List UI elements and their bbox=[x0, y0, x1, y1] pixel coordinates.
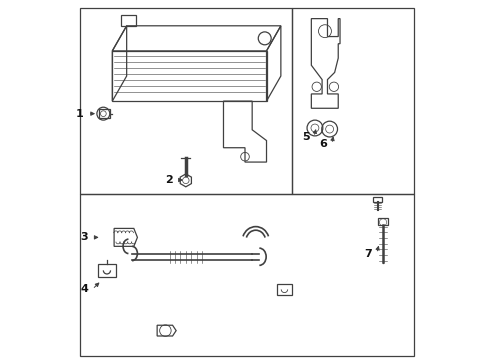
Text: 4: 4 bbox=[80, 284, 88, 294]
Text: 3: 3 bbox=[80, 232, 88, 242]
Bar bbox=[80, 8, 292, 194]
Text: 2: 2 bbox=[166, 175, 173, 185]
Text: 5: 5 bbox=[302, 132, 310, 142]
Text: 1: 1 bbox=[76, 109, 84, 119]
Text: 7: 7 bbox=[365, 248, 372, 258]
Text: 6: 6 bbox=[319, 139, 327, 149]
Bar bbox=[292, 8, 414, 194]
Bar bbox=[80, 194, 414, 356]
